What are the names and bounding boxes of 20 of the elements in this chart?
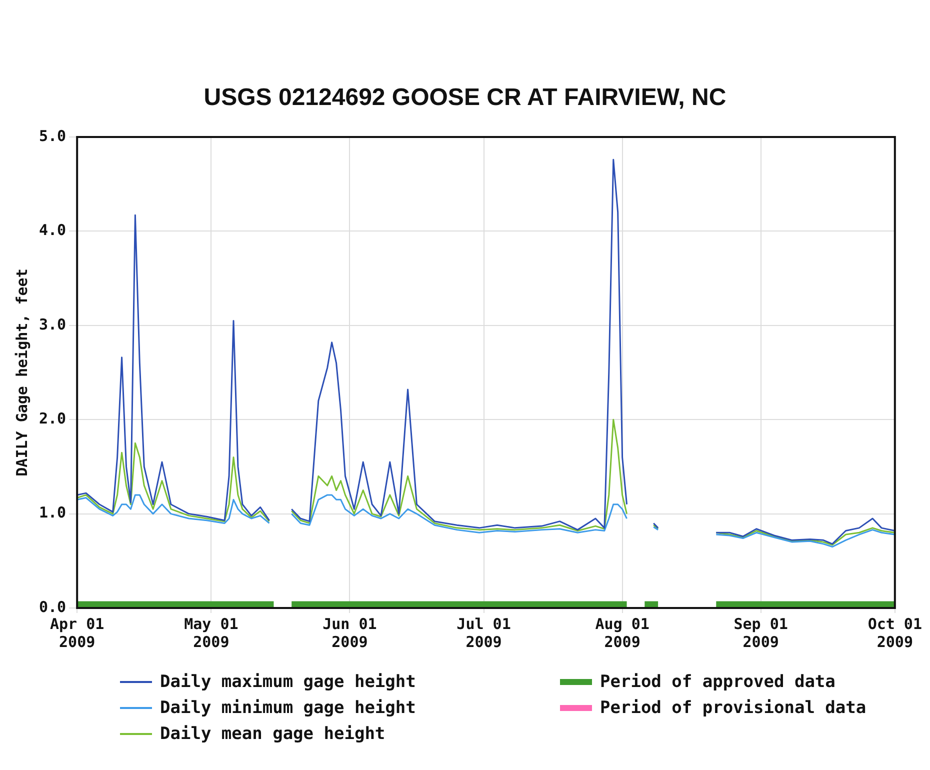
x-tick-label: Jul 01 2009 [456, 614, 511, 651]
y-tick-label: 1.0 [39, 504, 66, 522]
x-tick-label: Jun 01 2009 [322, 614, 377, 651]
chart-title: USGS 02124692 GOOSE CR AT FAIRVIEW, NC [202, 84, 728, 112]
x-tick-label: Aug 01 2009 [595, 614, 650, 651]
y-tick-label: 2.0 [39, 409, 66, 428]
x-tick-label: Oct 01 2009 [868, 614, 922, 651]
y-tick-label: 4.0 [39, 221, 66, 240]
y-tick-label: 0.0 [39, 598, 66, 616]
legend-label: Period of approved data [600, 672, 836, 692]
legend-label: Daily maximum gage height [160, 672, 416, 692]
y-axis-title: DAILY Gage height, feet [12, 268, 31, 476]
x-tick-label: May 01 2009 [184, 614, 238, 651]
x-tick-label: Apr 01 2009 [50, 614, 104, 651]
legend-label: Daily mean gage height [160, 724, 386, 744]
y-tick-label: 3.0 [39, 315, 66, 334]
legend-label: Daily minimum gage height [160, 698, 416, 718]
x-tick-label: Sep 01 2009 [734, 614, 788, 651]
y-tick-label: 5.0 [39, 126, 66, 145]
legend-label: Period of provisional data [600, 698, 866, 718]
